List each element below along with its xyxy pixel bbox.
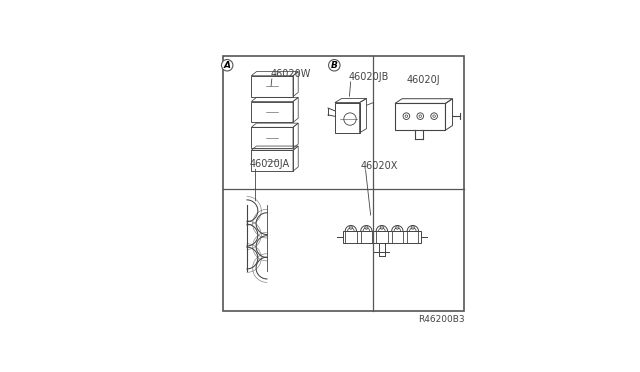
Text: 46020W: 46020W xyxy=(271,69,311,79)
Text: 46020JA: 46020JA xyxy=(249,159,289,169)
Circle shape xyxy=(328,60,340,71)
Text: 46020J: 46020J xyxy=(407,74,440,84)
Text: 46020X: 46020X xyxy=(360,160,397,170)
Text: R46200B3: R46200B3 xyxy=(418,315,465,324)
Circle shape xyxy=(221,60,233,71)
Text: B: B xyxy=(331,61,338,70)
Text: A: A xyxy=(223,61,230,70)
Text: 46020JB: 46020JB xyxy=(349,72,389,82)
